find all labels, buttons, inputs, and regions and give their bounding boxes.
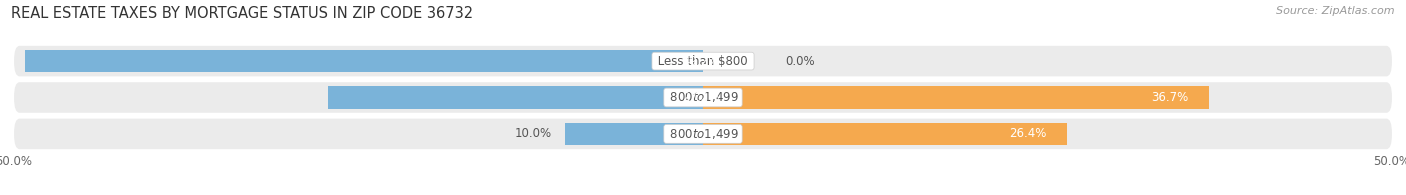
Text: $800 to $1,499: $800 to $1,499 bbox=[666, 127, 740, 141]
FancyBboxPatch shape bbox=[14, 82, 1392, 113]
Text: $800 to $1,499: $800 to $1,499 bbox=[666, 90, 740, 105]
FancyBboxPatch shape bbox=[14, 119, 1392, 149]
Text: Source: ZipAtlas.com: Source: ZipAtlas.com bbox=[1277, 6, 1395, 16]
Bar bbox=[703, 123, 1067, 145]
Text: 49.2%: 49.2% bbox=[682, 55, 720, 68]
Text: 10.0%: 10.0% bbox=[515, 127, 551, 140]
Text: 0.0%: 0.0% bbox=[786, 55, 815, 68]
Text: 26.4%: 26.4% bbox=[1008, 127, 1046, 140]
Legend: Without Mortgage, With Mortgage: Without Mortgage, With Mortgage bbox=[579, 191, 827, 195]
FancyBboxPatch shape bbox=[14, 46, 1392, 76]
Text: 27.2%: 27.2% bbox=[682, 91, 720, 104]
Bar bbox=[703, 86, 1209, 109]
Bar bbox=[328, 86, 703, 109]
Bar bbox=[25, 50, 703, 72]
Text: Less than $800: Less than $800 bbox=[654, 55, 752, 68]
Text: REAL ESTATE TAXES BY MORTGAGE STATUS IN ZIP CODE 36732: REAL ESTATE TAXES BY MORTGAGE STATUS IN … bbox=[11, 6, 474, 21]
Text: 36.7%: 36.7% bbox=[1150, 91, 1188, 104]
Bar bbox=[565, 123, 703, 145]
